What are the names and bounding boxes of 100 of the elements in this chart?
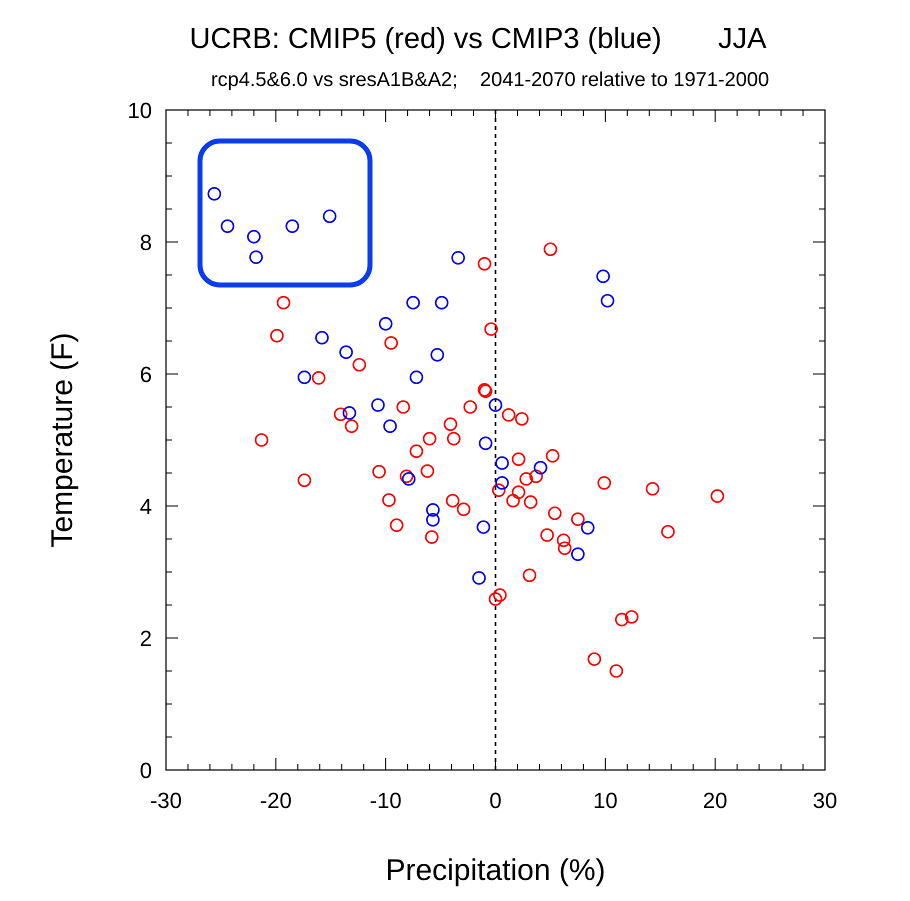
point — [430, 348, 444, 362]
point — [344, 419, 358, 433]
point — [400, 470, 414, 484]
point — [600, 294, 614, 308]
point — [571, 547, 585, 561]
chart-title: UCRB: CMIP5 (red) vs CMIP3 (blue) JJA — [190, 23, 768, 55]
point — [444, 417, 458, 431]
x-tick-label: -10 — [370, 788, 402, 813]
point — [488, 398, 502, 412]
point — [484, 322, 498, 336]
point — [580, 520, 595, 535]
point — [315, 330, 329, 344]
point — [276, 296, 290, 310]
x-tick-label: 10 — [593, 788, 618, 813]
point — [410, 370, 424, 384]
y-tick-label: 6 — [140, 362, 152, 387]
point — [571, 512, 585, 526]
point — [254, 433, 268, 447]
point — [298, 473, 312, 488]
point — [512, 485, 526, 499]
point — [456, 502, 470, 516]
point — [522, 568, 536, 582]
point — [372, 464, 386, 478]
point — [558, 541, 572, 556]
point — [519, 472, 534, 486]
point — [624, 610, 638, 624]
point — [334, 407, 348, 422]
point — [424, 530, 439, 544]
point — [476, 520, 490, 534]
x-tick-label: 0 — [489, 788, 502, 813]
y-tick-label: 0 — [140, 758, 152, 783]
point — [529, 470, 543, 484]
point — [342, 406, 356, 420]
point — [710, 489, 724, 503]
point — [540, 528, 554, 542]
point — [446, 432, 461, 446]
point — [249, 250, 263, 264]
chart-subtitle: rcp4.5&6.0 vs sresA1B&A2; 2041-2070 relative to 1971-2000 — [210, 69, 770, 91]
point — [512, 452, 526, 466]
point — [597, 476, 612, 490]
point — [495, 456, 509, 470]
point — [410, 444, 424, 458]
point — [378, 317, 392, 331]
point — [220, 219, 234, 233]
point — [544, 242, 558, 256]
point — [556, 534, 570, 548]
y-axis-title: Temperature (F) — [46, 332, 79, 548]
x-axis-title: Precipitation (%) — [385, 854, 606, 887]
point — [422, 432, 436, 446]
point — [270, 328, 284, 343]
x-tick-label: -20 — [260, 788, 292, 813]
point — [488, 592, 502, 606]
point — [390, 518, 404, 532]
point — [661, 524, 675, 539]
point — [534, 460, 548, 475]
point — [495, 476, 509, 490]
point — [208, 187, 222, 201]
point — [610, 664, 624, 678]
point — [596, 270, 610, 284]
point — [247, 230, 261, 244]
point — [463, 400, 478, 414]
point — [434, 296, 448, 310]
point — [546, 449, 560, 463]
point — [492, 483, 506, 497]
y-tick-label: 8 — [140, 230, 152, 255]
point — [493, 588, 507, 602]
point — [451, 251, 465, 265]
y-tick-label: 10 — [128, 98, 152, 123]
point — [646, 482, 660, 496]
point — [382, 493, 396, 507]
point — [322, 209, 336, 224]
point — [472, 571, 486, 585]
point — [478, 256, 492, 271]
point — [524, 495, 538, 509]
x-tick-label: 30 — [812, 788, 838, 813]
point — [286, 219, 300, 233]
point — [426, 513, 440, 527]
y-tick-label: 4 — [140, 494, 152, 519]
point — [588, 652, 602, 666]
point — [548, 506, 562, 520]
point — [426, 503, 440, 517]
point — [384, 336, 398, 350]
point — [339, 345, 353, 360]
point — [383, 419, 397, 433]
point — [312, 371, 326, 385]
point — [420, 464, 434, 478]
point — [396, 400, 410, 414]
point — [298, 370, 312, 384]
point — [615, 612, 629, 626]
y-tick-label: 2 — [140, 626, 152, 651]
point — [506, 494, 520, 508]
point — [352, 358, 366, 372]
point — [446, 494, 460, 508]
x-tick-label: -30 — [150, 788, 182, 813]
point — [478, 436, 492, 450]
point — [502, 408, 516, 422]
point — [515, 412, 529, 426]
point — [371, 398, 385, 412]
x-tick-label: 20 — [702, 788, 728, 813]
point — [402, 472, 416, 486]
